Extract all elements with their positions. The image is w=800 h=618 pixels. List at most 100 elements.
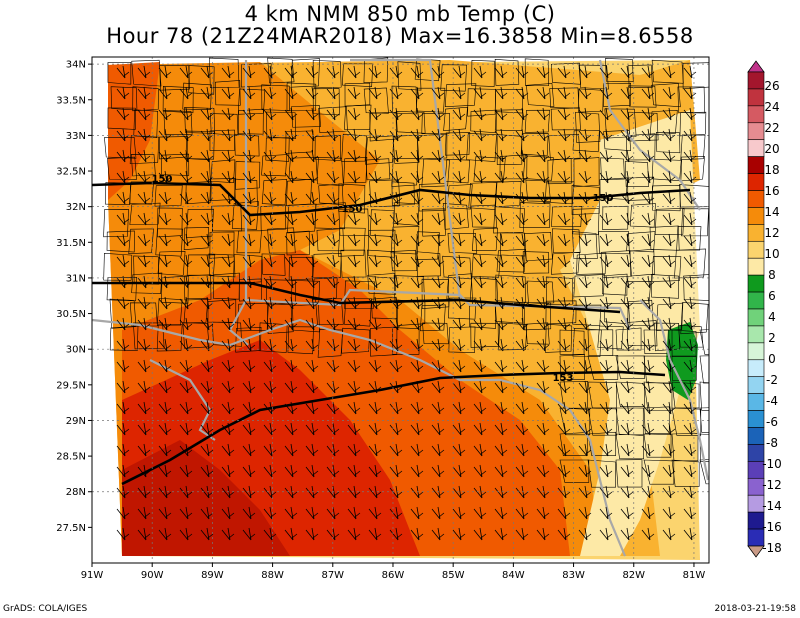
county-outline bbox=[495, 274, 526, 303]
county-outline bbox=[128, 228, 154, 255]
wind-barb bbox=[536, 359, 550, 373]
wind-barb bbox=[263, 233, 277, 247]
county-outline bbox=[683, 274, 709, 301]
wind-barb bbox=[137, 170, 151, 184]
wind-barb bbox=[179, 86, 193, 100]
wind-barb bbox=[326, 464, 340, 478]
wind-barb bbox=[305, 464, 319, 478]
wind-barb bbox=[683, 233, 697, 247]
colorbar-label: 14 bbox=[764, 205, 779, 219]
wind-barb bbox=[515, 254, 529, 268]
contour-labels: 150 150 150 153 bbox=[152, 174, 614, 384]
wind-barb bbox=[158, 401, 172, 415]
wind-barb bbox=[263, 485, 277, 499]
wind-barb bbox=[284, 296, 298, 310]
county-outline bbox=[343, 157, 368, 184]
wind-barb bbox=[494, 212, 508, 226]
colorbar-swatch bbox=[747, 240, 765, 259]
lon-tick-label: 90W bbox=[141, 570, 164, 581]
wind-barb bbox=[347, 422, 361, 436]
wind-barb bbox=[683, 86, 697, 100]
county-outline bbox=[626, 320, 658, 347]
wind-barb bbox=[599, 317, 613, 331]
county-outline bbox=[524, 301, 552, 331]
county-outline bbox=[363, 57, 389, 83]
wind-barb bbox=[641, 233, 655, 247]
county-outline bbox=[157, 207, 183, 238]
county-outline bbox=[444, 158, 471, 184]
wind-barb bbox=[494, 422, 508, 436]
county-outline bbox=[421, 208, 446, 237]
wind-barb bbox=[137, 254, 151, 268]
county-outline bbox=[156, 297, 183, 326]
wind-barb bbox=[410, 254, 424, 268]
wind-barb bbox=[473, 359, 487, 373]
wind-barb bbox=[347, 317, 361, 331]
lon-tick-label: 84W bbox=[502, 570, 525, 581]
wind-barb bbox=[662, 485, 676, 499]
county-outline bbox=[267, 227, 296, 254]
wind-barb bbox=[515, 443, 529, 457]
wind-barb bbox=[557, 65, 571, 79]
county-outline bbox=[182, 82, 212, 110]
wind-barb bbox=[158, 443, 172, 457]
wind-barb bbox=[305, 86, 319, 100]
wind-barb bbox=[158, 149, 172, 163]
wind-barb bbox=[599, 212, 613, 226]
wind-barb bbox=[494, 359, 508, 373]
wind-barb bbox=[389, 149, 403, 163]
wind-barb bbox=[557, 128, 571, 142]
colorbar-swatch bbox=[747, 173, 765, 191]
wind-barb bbox=[641, 506, 655, 520]
county-outline bbox=[615, 327, 642, 351]
colorbar-label: -12 bbox=[762, 478, 782, 492]
wind-barb bbox=[662, 443, 676, 457]
wind-barb bbox=[116, 317, 130, 331]
wind-barb bbox=[536, 254, 550, 268]
wind-barb bbox=[284, 317, 298, 331]
county-outline bbox=[572, 231, 598, 259]
wind-barb bbox=[368, 212, 382, 226]
county-outline bbox=[343, 297, 372, 327]
wind-barb bbox=[578, 506, 592, 520]
wind-barb bbox=[452, 275, 466, 289]
height-contours bbox=[92, 181, 691, 486]
wind-barb bbox=[473, 485, 487, 499]
lon-tick-label: 86W bbox=[382, 570, 405, 581]
wind-barb bbox=[284, 191, 298, 205]
wind-barb bbox=[536, 506, 550, 520]
wind-barb bbox=[116, 380, 130, 394]
wind-barb bbox=[431, 170, 445, 184]
colorbar-label: 26 bbox=[764, 79, 779, 93]
wind-barb bbox=[347, 212, 361, 226]
wind-barb bbox=[284, 107, 298, 121]
wind-barb bbox=[620, 296, 634, 310]
county-outline bbox=[363, 87, 389, 114]
wind-barb bbox=[515, 86, 529, 100]
wind-barb bbox=[662, 254, 676, 268]
wind-barb bbox=[641, 86, 655, 100]
wind-barb bbox=[116, 527, 130, 541]
wind-barb bbox=[431, 233, 445, 247]
colorbar-label: -18 bbox=[762, 541, 782, 555]
county-outline bbox=[445, 132, 471, 156]
wind-barb bbox=[452, 254, 466, 268]
wind-barb bbox=[410, 317, 424, 331]
county-outline bbox=[287, 326, 314, 355]
wind-barb bbox=[536, 212, 550, 226]
wind-barb bbox=[494, 317, 508, 331]
county-outline bbox=[312, 88, 340, 116]
county-outline bbox=[495, 181, 522, 208]
wind-barb bbox=[347, 233, 361, 247]
wind-barb bbox=[221, 149, 235, 163]
county-outline bbox=[677, 86, 706, 114]
wind-barb bbox=[452, 380, 466, 394]
wind-barb bbox=[137, 149, 151, 163]
county-outline bbox=[628, 299, 654, 327]
wind-barb bbox=[494, 401, 508, 415]
wind-barb bbox=[263, 422, 277, 436]
wind-barb bbox=[515, 401, 529, 415]
wind-barb bbox=[368, 275, 382, 289]
county-outline bbox=[526, 83, 555, 107]
colorbar-swatch bbox=[747, 190, 765, 208]
